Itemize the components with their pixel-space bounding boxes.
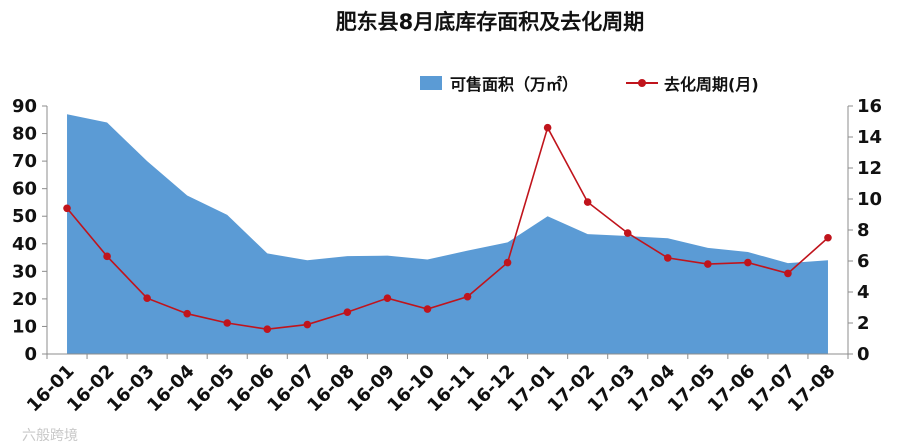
plot-area bbox=[63, 114, 832, 355]
line-point bbox=[63, 204, 71, 213]
y-right-tick-label: 8 bbox=[857, 220, 870, 241]
y-left-tick-label: 30 bbox=[12, 261, 37, 282]
line-point bbox=[463, 292, 472, 301]
line-point bbox=[583, 198, 592, 206]
y-left-tick-label: 40 bbox=[12, 234, 37, 255]
y-right-tick-label: 2 bbox=[857, 313, 870, 334]
legend-label-line: 去化周期(月) bbox=[664, 75, 759, 94]
line-point bbox=[183, 309, 191, 318]
line-point bbox=[704, 260, 712, 268]
line-point bbox=[263, 325, 272, 334]
chart-title: 肥东县8月底库存面积及去化周期 bbox=[336, 10, 645, 34]
y-left-tick-label: 80 bbox=[12, 124, 37, 145]
watermark: 六般跨境 bbox=[22, 428, 78, 444]
y-left-tick-label: 50 bbox=[12, 206, 37, 227]
y-left-tick-label: 10 bbox=[12, 316, 37, 337]
legend-swatch-area bbox=[420, 76, 442, 90]
line-point bbox=[663, 254, 672, 262]
legend: 可售面积（万㎡） 去化周期(月) bbox=[420, 75, 759, 94]
line-point bbox=[103, 252, 111, 261]
line-series-cycle bbox=[66, 125, 829, 331]
y-right-tick-label: 16 bbox=[857, 96, 882, 117]
legend-label-area: 可售面积（万㎡） bbox=[450, 75, 578, 94]
y-left-tick-label: 60 bbox=[12, 179, 37, 200]
line-point bbox=[784, 269, 792, 278]
y-right-tick-label: 0 bbox=[857, 344, 870, 365]
line-point bbox=[744, 258, 752, 267]
y-left-tick-label: 20 bbox=[12, 289, 37, 310]
line-point bbox=[543, 123, 552, 132]
area-series-available bbox=[67, 114, 828, 355]
line-point bbox=[423, 305, 432, 313]
line-point bbox=[223, 319, 232, 327]
y-left-tick-label: 70 bbox=[12, 151, 37, 172]
line-point bbox=[824, 233, 832, 242]
y-left-tick-label: 0 bbox=[24, 344, 37, 365]
y-right-tick-label: 6 bbox=[857, 251, 870, 272]
y-right-tick-label: 10 bbox=[857, 189, 882, 210]
legend-swatch-marker bbox=[638, 79, 646, 87]
y-right-tick-label: 12 bbox=[857, 158, 882, 179]
line-point bbox=[623, 229, 632, 237]
line-point bbox=[383, 294, 392, 303]
line-point bbox=[343, 308, 352, 316]
line-point bbox=[503, 258, 512, 267]
line-point bbox=[143, 294, 151, 303]
y-right-tick-label: 14 bbox=[857, 127, 882, 148]
y-right-tick-label: 4 bbox=[857, 282, 870, 303]
y-left-tick-label: 90 bbox=[12, 96, 37, 117]
line-point bbox=[303, 320, 312, 329]
